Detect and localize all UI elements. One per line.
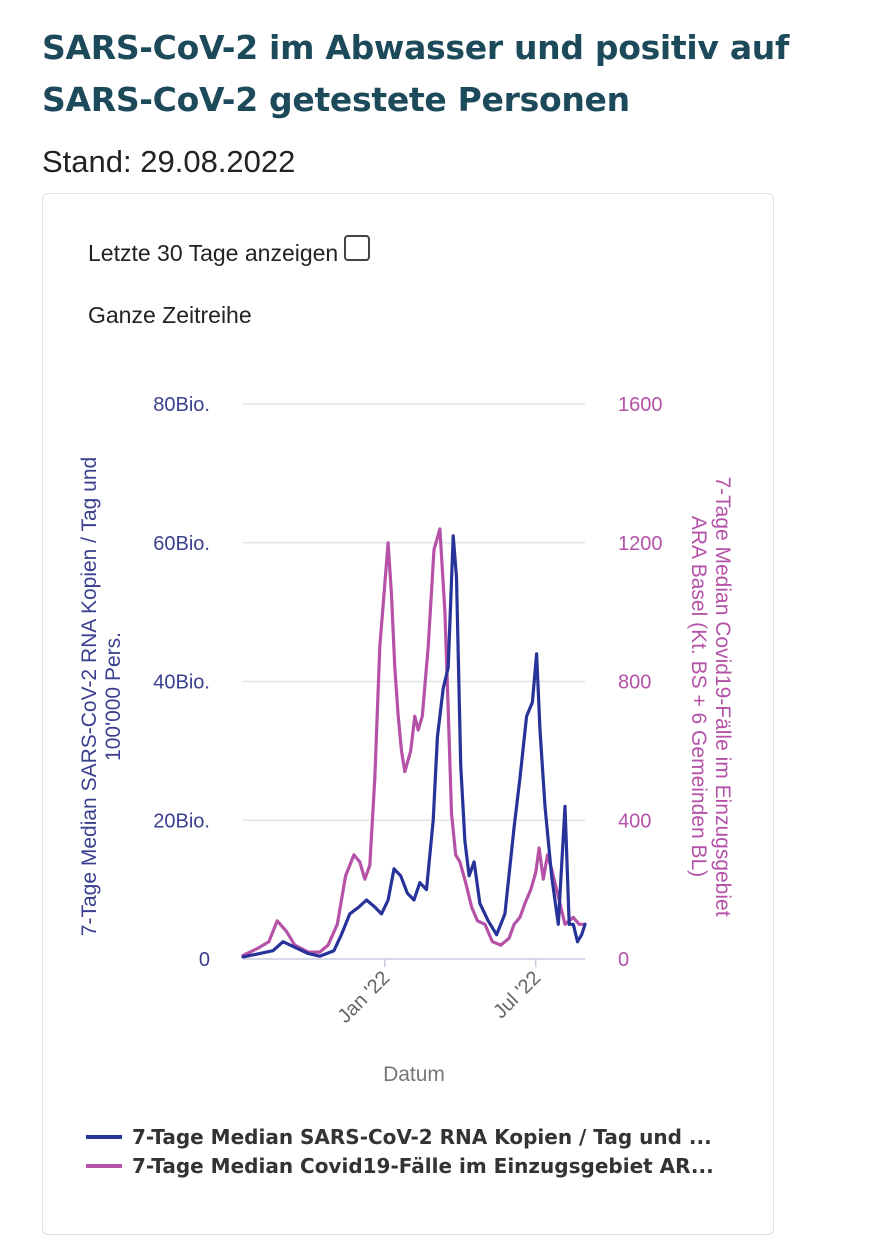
chart-svg: 0 20Bio. 40Bio. 60Bio. 80Bio. 0 400 800 1200 1600… <box>78 394 734 1178</box>
series-line-1 <box>241 534 587 959</box>
stand-date: Stand: 29.08.2022 <box>42 144 296 179</box>
y-right-tick-label: 800 <box>618 672 651 694</box>
last-30-days-toggle[interactable]: Letzte 30 Tage anzeigen <box>88 234 371 267</box>
x-tick-label: Jul '22 <box>489 967 545 1023</box>
series-line-2 <box>241 527 587 958</box>
y-left-tick-label: 60Bio. <box>153 533 210 555</box>
y-left-axis-title-line2: 100'000 Pers. <box>102 632 125 761</box>
x-axis-title: Datum <box>383 1063 445 1086</box>
y-left-axis-title: 7-Tage Median SARS-CoV-2 RNA Kopien / Ta… <box>78 457 125 936</box>
legend-label-2: 7-Tage Median Covid19-Fälle im Einzugsge… <box>132 1154 714 1178</box>
y-right-tick-label: 1600 <box>618 394 663 416</box>
y-left-tick-label: 40Bio. <box>153 672 210 694</box>
y-right-axis-title: 7-Tage Median Covid19-Fälle im Einzugsge… <box>687 476 734 916</box>
range-label: Ganze Zeitreihe <box>88 302 252 328</box>
page-title: SARS-CoV-2 im Abwasser und positiv auf S… <box>42 28 790 119</box>
chart-card <box>42 193 774 1235</box>
x-tick-label: Jan '22 <box>334 967 395 1028</box>
y-left-axis-title-line1: 7-Tage Median SARS-CoV-2 RNA Kopien / Ta… <box>78 457 101 936</box>
y-left-tick-label: 80Bio. <box>153 394 210 416</box>
y-right-tick-label: 1200 <box>618 533 663 555</box>
legend-label-1: 7-Tage Median SARS-CoV-2 RNA Kopien / Ta… <box>132 1125 712 1149</box>
toggle-label: Letzte 30 Tage anzeigen <box>88 240 339 266</box>
y-left-tick-label: 0 <box>199 949 210 971</box>
y-left-tick-label: 20Bio. <box>153 810 210 832</box>
y-right-tick-label: 400 <box>618 810 651 832</box>
y-right-axis-title-line1: 7-Tage Median Covid19-Fälle im Einzugsge… <box>711 476 734 916</box>
y-right-axis-title-line2: ARA Basel (Kt. BS + 6 Gemeinden BL) <box>687 516 710 877</box>
y-right-tick-label: 0 <box>618 949 629 971</box>
last-30-days-checkbox[interactable] <box>344 234 371 261</box>
